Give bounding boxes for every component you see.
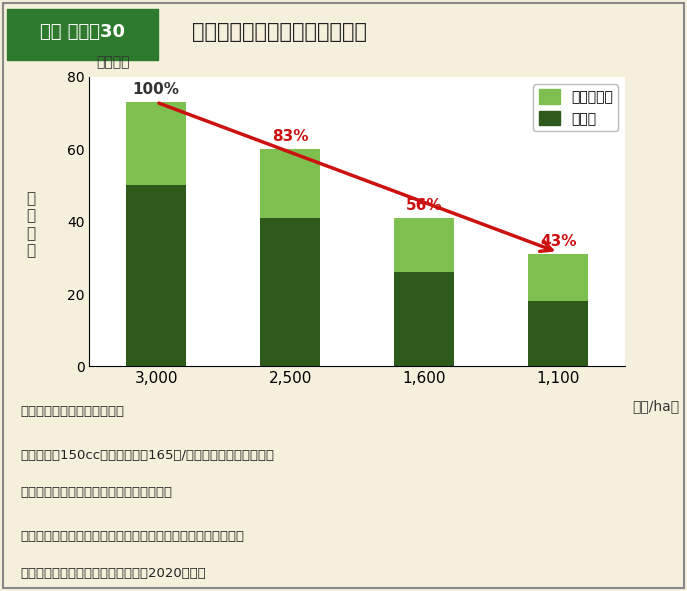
Text: 注１：茨城県日立市の事例。: 注１：茨城県日立市の事例。 — [21, 405, 124, 418]
Text: 植
栽
経
費: 植 栽 経 費 — [26, 191, 36, 258]
Text: は植栽密度で変わらないため除外。: は植栽密度で変わらないため除外。 — [21, 486, 172, 499]
Text: 低密度植栽によるコスト削減例: 低密度植栽によるコスト削減例 — [192, 22, 368, 42]
Bar — [126, 186, 186, 366]
Bar — [126, 102, 186, 186]
Text: 委託事業報告書」（令和２（2020）年）: 委託事業報告書」（令和２（2020）年） — [21, 567, 206, 580]
Bar — [394, 218, 454, 272]
Text: 資料：林野庁「令和元年度低密度植栽技術の導入に向けた調査: 資料：林野庁「令和元年度低密度植栽技術の導入に向けた調査 — [21, 530, 245, 543]
Text: （本/ha）: （本/ha） — [632, 399, 679, 413]
Text: ２：スギ150ccコンテナ苗（165円/本）で計算。地拵え経費: ２：スギ150ccコンテナ苗（165円/本）で計算。地拵え経費 — [21, 449, 275, 462]
Text: 100%: 100% — [133, 82, 180, 97]
Text: 資料 特１－30: 資料 特１－30 — [40, 23, 125, 41]
Text: 43%: 43% — [540, 234, 576, 249]
Text: （万円）: （万円） — [96, 56, 130, 70]
Legend: 植栽労務費, 苗木代: 植栽労務費, 苗木代 — [533, 84, 618, 131]
Bar — [260, 150, 320, 218]
FancyBboxPatch shape — [7, 9, 158, 60]
Text: 83%: 83% — [272, 129, 308, 144]
Bar — [528, 301, 588, 366]
Bar — [394, 272, 454, 366]
Bar — [260, 218, 320, 366]
Text: 56%: 56% — [406, 197, 442, 213]
Bar — [528, 254, 588, 301]
